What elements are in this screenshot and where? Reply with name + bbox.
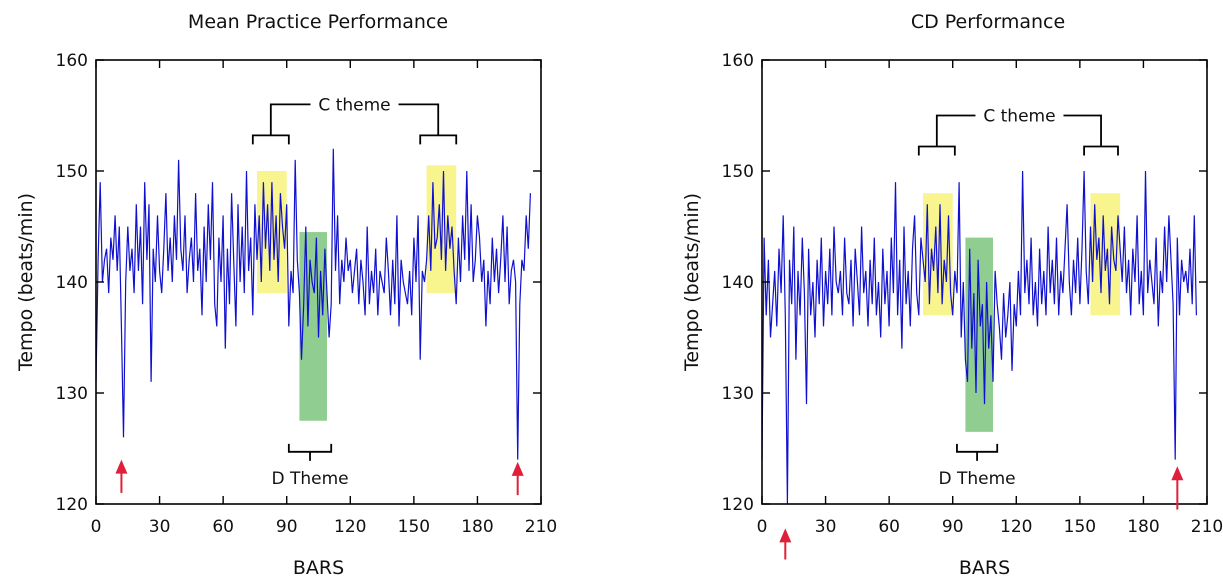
- y-tick-label: 150: [722, 162, 754, 182]
- x-tick-label: 30: [149, 517, 171, 537]
- highlight-region: [299, 232, 327, 421]
- c-theme-bracket: [1084, 147, 1118, 156]
- x-tick-label: 0: [757, 517, 768, 537]
- y-tick-label: 120: [722, 495, 754, 515]
- y-axis-label: Tempo (beats/min): [15, 193, 37, 372]
- d-theme-label: D Theme: [271, 469, 348, 489]
- d-theme-bracket: [289, 444, 331, 452]
- c-theme-connector: [399, 104, 439, 135]
- x-tick-label: 150: [1064, 517, 1096, 537]
- y-tick-label: 150: [56, 162, 88, 182]
- x-tick-label: 90: [276, 517, 298, 537]
- red-arrow-marker: [512, 462, 524, 495]
- d-theme-bracket: [957, 444, 997, 452]
- mean-practice-chart: Mean Practice Performance 120 130 140 150 16…: [15, 11, 557, 579]
- chart-title: CD Performance: [911, 11, 1065, 33]
- c-theme-bracket: [420, 135, 456, 144]
- y-tick-label: 120: [56, 495, 88, 515]
- x-tick-label: 60: [878, 517, 900, 537]
- c-theme-bracket: [253, 135, 289, 144]
- c-theme-connector: [937, 116, 976, 147]
- x-tick-label: 120: [1000, 517, 1032, 537]
- y-tick-label: 160: [56, 51, 88, 71]
- c-theme-connector: [271, 104, 311, 135]
- x-tick-label: 150: [398, 517, 430, 537]
- chart-title: Mean Practice Performance: [188, 11, 448, 33]
- y-tick-label: 140: [722, 273, 754, 293]
- c-theme-label: C theme: [983, 107, 1055, 127]
- c-theme-bracket: [919, 147, 955, 156]
- x-tick-label: 120: [334, 517, 366, 537]
- x-tick-label: 30: [815, 517, 837, 537]
- d-theme-label: D Theme: [939, 469, 1016, 489]
- y-axis-label: Tempo (beats/min): [681, 193, 703, 372]
- y-tick-label: 130: [56, 384, 88, 404]
- y-tick-label: 160: [722, 51, 754, 71]
- x-tick-label: 90: [942, 517, 964, 537]
- x-tick-label: 210: [525, 517, 557, 537]
- x-axis-label: BARS: [293, 557, 344, 579]
- red-arrow-marker: [115, 460, 127, 493]
- red-arrow-marker: [779, 528, 791, 559]
- red-arrow-marker: [1171, 466, 1183, 509]
- x-tick-label: 180: [461, 517, 493, 537]
- y-tick-label: 130: [722, 384, 754, 404]
- c-theme-label: C theme: [318, 95, 390, 115]
- cd-performance-chart: CD Performance 120 130 140 150 160 0 30 60 90 12…: [681, 11, 1223, 579]
- x-tick-label: 0: [91, 517, 102, 537]
- x-tick-label: 60: [212, 517, 234, 537]
- y-tick-label: 140: [56, 273, 88, 293]
- x-tick-label: 210: [1191, 517, 1223, 537]
- c-theme-connector: [1063, 116, 1101, 147]
- x-axis-label: BARS: [959, 557, 1010, 579]
- x-tick-label: 180: [1127, 517, 1159, 537]
